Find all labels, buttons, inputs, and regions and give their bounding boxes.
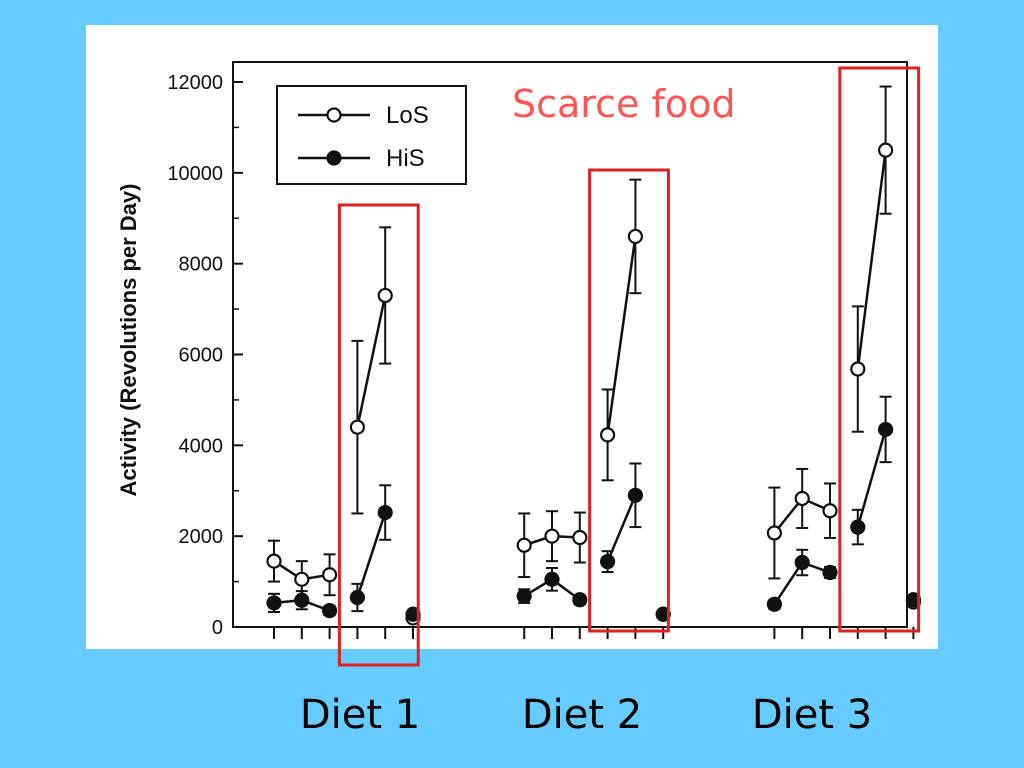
y-tick-label: 0 (212, 617, 223, 639)
series-his (266, 395, 922, 622)
diet-3-label: Diet 3 (751, 692, 873, 738)
data-point (627, 487, 644, 503)
data-point (349, 419, 365, 435)
data-point (294, 592, 310, 608)
y-tick-label: 2000 (179, 526, 224, 548)
data-point (850, 519, 866, 535)
data-point (627, 228, 644, 245)
y-tick-label: 6000 (179, 345, 224, 367)
chart-panel (86, 25, 938, 649)
data-point (599, 553, 616, 570)
scarce-food-highlight-box (838, 66, 921, 633)
data-point (877, 142, 894, 158)
data-point (572, 592, 588, 608)
diet-2-label: Diet 2 (521, 692, 643, 738)
data-point (266, 553, 282, 569)
y-tick-label: 8000 (179, 254, 224, 276)
series-line (356, 295, 387, 428)
data-point (377, 504, 393, 521)
data-point (377, 287, 393, 304)
scarce-food-highlight-box (588, 168, 670, 633)
series-line (856, 149, 887, 370)
y-tick-label: 10000 (167, 163, 223, 185)
data-point (349, 589, 365, 606)
scarce-food-annotation: Scarce food (512, 82, 735, 126)
data-point (572, 529, 588, 546)
legend-entry-his: HiS (386, 145, 425, 172)
data-point (822, 503, 838, 519)
data-point (599, 427, 616, 443)
plot-frame (232, 61, 908, 628)
data-point (794, 490, 810, 507)
data-point (322, 603, 338, 619)
legend-entry-los: LoS (386, 102, 429, 129)
y-axis-label: Activity (Revolutions per Day) (116, 184, 141, 497)
data-point (766, 596, 783, 612)
data-point (544, 528, 560, 544)
legend-box (276, 85, 467, 185)
y-tick-label: 4000 (179, 435, 224, 457)
data-point (794, 554, 810, 571)
data-point (294, 571, 310, 587)
data-point (516, 537, 532, 553)
legend-marker (326, 150, 342, 166)
data-point (516, 588, 532, 604)
scarce-food-highlight-box (337, 203, 420, 667)
diet-1-label: Diet 1 (299, 692, 421, 738)
data-point (766, 525, 783, 541)
y-tick-label: 12000 (167, 72, 223, 94)
data-point (544, 571, 560, 587)
series-line (606, 236, 637, 436)
data-point (822, 564, 838, 581)
legend-marker (326, 107, 342, 123)
data-point (877, 421, 894, 438)
data-point (266, 595, 282, 611)
data-point (322, 567, 338, 583)
data-point (850, 361, 866, 377)
